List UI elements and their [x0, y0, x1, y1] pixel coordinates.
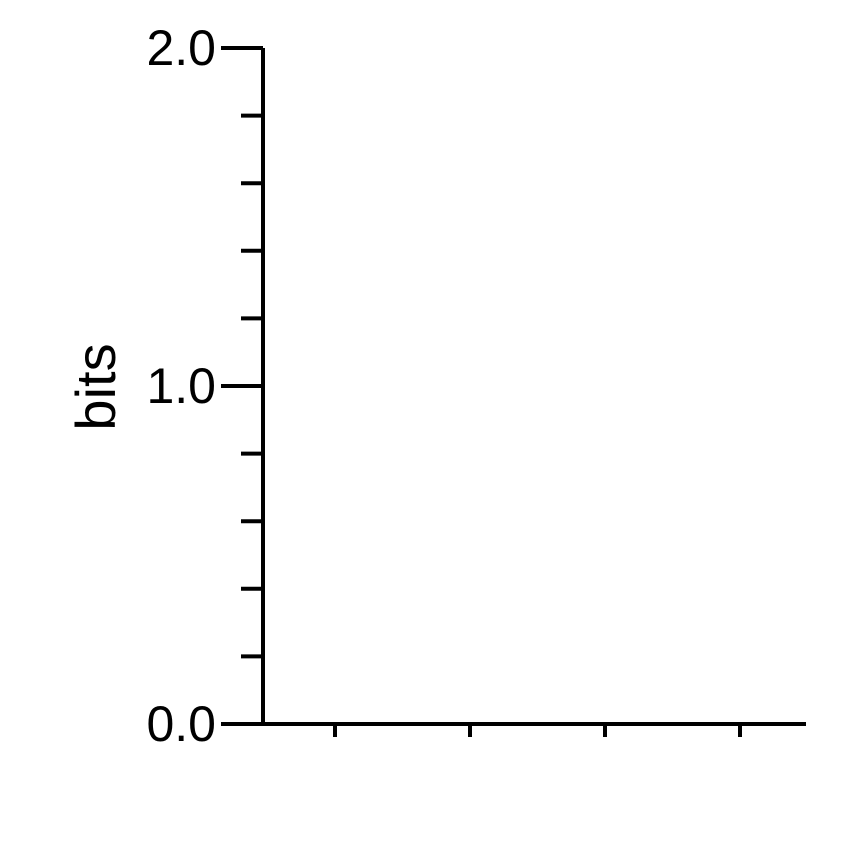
y-axis-title: bits	[64, 343, 127, 430]
tick-group: 0.0 1.0 2.0	[146, 20, 742, 752]
y-tick-label: 2.0	[146, 20, 216, 76]
y-tick-label: 0.0	[146, 696, 216, 752]
y-tick-label: 1.0	[146, 358, 216, 414]
